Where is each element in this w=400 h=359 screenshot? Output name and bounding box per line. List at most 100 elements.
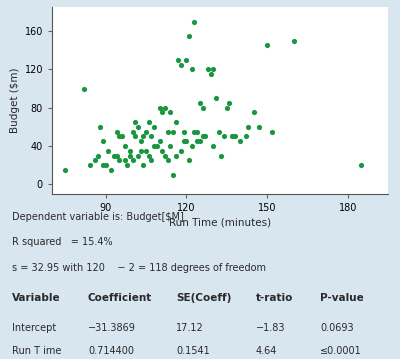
Text: Variable: Variable: [12, 293, 61, 303]
Point: [188, 66, 195, 72]
Point: [229, 134, 235, 139]
Point: [148, 158, 155, 163]
Point: [237, 138, 243, 144]
Point: [100, 162, 106, 168]
Point: [180, 129, 187, 135]
Point: [172, 153, 179, 158]
Point: [164, 129, 171, 135]
Text: 17.12: 17.12: [176, 323, 204, 333]
Point: [167, 143, 174, 149]
Point: [256, 124, 262, 130]
Point: [156, 105, 163, 111]
Point: [148, 134, 155, 139]
Point: [183, 57, 190, 63]
Point: [127, 153, 133, 158]
Point: [175, 57, 182, 63]
Point: [194, 129, 200, 135]
Point: [143, 129, 149, 135]
Point: [205, 66, 211, 72]
Point: [92, 158, 98, 163]
Text: Run T ime: Run T ime: [12, 346, 61, 356]
Text: R squared   = 15.4%: R squared = 15.4%: [12, 237, 113, 247]
Point: [210, 66, 216, 72]
Point: [116, 158, 122, 163]
Point: [194, 138, 200, 144]
Point: [108, 167, 114, 173]
Point: [210, 143, 216, 149]
Point: [197, 100, 203, 106]
Point: [218, 153, 224, 158]
Point: [119, 134, 125, 139]
Point: [62, 167, 69, 173]
Point: [86, 162, 93, 168]
Point: [178, 62, 184, 67]
Point: [113, 153, 120, 158]
Point: [135, 124, 141, 130]
Point: [94, 153, 101, 158]
Point: [151, 143, 157, 149]
Point: [245, 124, 252, 130]
Point: [151, 124, 157, 130]
Point: [197, 138, 203, 144]
Point: [213, 95, 219, 101]
Point: [167, 109, 174, 115]
Point: [154, 143, 160, 149]
Point: [135, 153, 141, 158]
Point: [188, 143, 195, 149]
Point: [242, 134, 249, 139]
Point: [178, 148, 184, 154]
Point: [130, 129, 136, 135]
Point: [202, 134, 208, 139]
Point: [159, 148, 166, 154]
Point: [132, 119, 138, 125]
Text: SE(Coeff): SE(Coeff): [176, 293, 231, 303]
Point: [146, 153, 152, 158]
Point: [121, 158, 128, 163]
Point: [138, 138, 144, 144]
Point: [232, 134, 238, 139]
Text: Intercept: Intercept: [12, 323, 56, 333]
Point: [226, 100, 233, 106]
Point: [291, 38, 297, 43]
Text: P-value: P-value: [320, 293, 364, 303]
Point: [124, 162, 130, 168]
Point: [162, 153, 168, 158]
Point: [180, 138, 187, 144]
Point: [140, 162, 146, 168]
Text: −1.83: −1.83: [256, 323, 286, 333]
Text: 0.714400: 0.714400: [88, 346, 134, 356]
Point: [138, 148, 144, 154]
Point: [172, 119, 179, 125]
Text: −31.3869: −31.3869: [88, 323, 136, 333]
Text: Dependent variable is: Budget[$M]: Dependent variable is: Budget[$M]: [12, 212, 184, 222]
Point: [121, 143, 128, 149]
Text: ≤0.0001: ≤0.0001: [320, 346, 362, 356]
Point: [127, 148, 133, 154]
Point: [224, 105, 230, 111]
Point: [164, 158, 171, 163]
Point: [250, 109, 257, 115]
Point: [358, 162, 364, 168]
Point: [191, 129, 198, 135]
Point: [221, 134, 227, 139]
Point: [105, 148, 112, 154]
Point: [183, 138, 190, 144]
X-axis label: Run Time (minutes): Run Time (minutes): [169, 217, 271, 227]
Point: [186, 33, 192, 39]
Y-axis label: Budget ($m): Budget ($m): [10, 68, 20, 133]
Point: [170, 172, 176, 178]
Text: 0.0693: 0.0693: [320, 323, 354, 333]
Point: [186, 158, 192, 163]
Point: [81, 86, 88, 92]
Point: [143, 148, 149, 154]
Point: [162, 105, 168, 111]
Text: Coefficient: Coefficient: [88, 293, 152, 303]
Point: [170, 129, 176, 135]
Point: [159, 109, 166, 115]
Point: [140, 134, 146, 139]
Text: 4.64: 4.64: [256, 346, 277, 356]
Point: [102, 162, 109, 168]
Point: [146, 119, 152, 125]
Point: [199, 134, 206, 139]
Point: [132, 134, 138, 139]
